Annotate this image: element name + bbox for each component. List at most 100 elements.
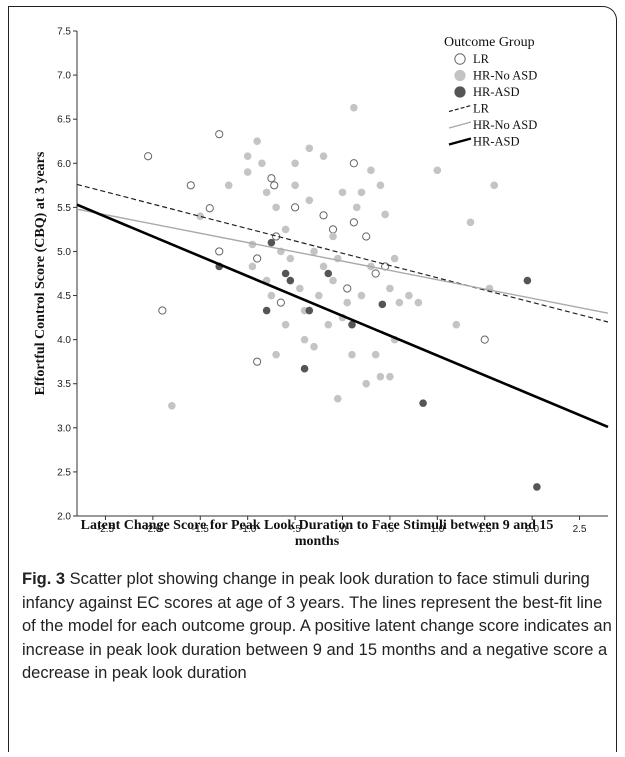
point-hr-no-asd bbox=[352, 203, 361, 212]
point-hr-no-asd bbox=[243, 168, 252, 176]
x-tick-label: -2.0 bbox=[144, 524, 162, 535]
point-lr bbox=[205, 204, 214, 213]
point-hr-no-asd bbox=[395, 298, 404, 307]
legend-label-hr-asd: HR-ASD bbox=[473, 85, 520, 99]
point-hr-asd bbox=[419, 399, 427, 407]
point-hr-no-asd bbox=[262, 188, 271, 197]
point-lr bbox=[276, 298, 285, 307]
y-tick-label: 6.0 bbox=[57, 159, 71, 170]
y-axis-label: Effortful Control Score (CBQ) at 3 years bbox=[33, 151, 48, 395]
point-lr bbox=[371, 269, 380, 278]
point-hr-no-asd bbox=[310, 247, 318, 256]
point-hr-no-asd bbox=[414, 298, 423, 307]
legend-line-label-hr-asd: HR-ASD bbox=[473, 135, 520, 149]
x-tick-label: .0 bbox=[338, 524, 347, 535]
point-hr-no-asd bbox=[319, 262, 328, 271]
point-hr-no-asd bbox=[248, 262, 257, 271]
point-hr-asd bbox=[300, 364, 309, 373]
legend-line-hr-no-asd bbox=[448, 121, 472, 129]
x-axis-label: Latent Change Score for Peak Look Durati… bbox=[80, 518, 554, 549]
point-lr bbox=[290, 203, 300, 212]
point-hr-no-asd bbox=[272, 203, 280, 212]
figure-frame bbox=[8, 6, 617, 752]
legend-title: Outcome Group bbox=[444, 35, 535, 50]
point-hr-asd bbox=[281, 269, 290, 278]
point-hr-no-asd bbox=[357, 188, 366, 197]
point-hr-no-asd bbox=[314, 291, 323, 300]
point-hr-no-asd bbox=[386, 284, 394, 293]
point-hr-no-asd bbox=[305, 144, 314, 153]
point-lr bbox=[328, 225, 338, 234]
point-hr-no-asd bbox=[296, 284, 304, 293]
point-lr bbox=[186, 181, 195, 190]
legend-line-lr bbox=[448, 104, 472, 113]
y-tick-label: 7.0 bbox=[57, 71, 71, 82]
caption-label: Fig. 3 bbox=[22, 570, 66, 588]
point-hr-no-asd bbox=[376, 181, 385, 190]
point-lr bbox=[253, 254, 262, 263]
point-hr-asd bbox=[523, 276, 532, 285]
fit-line-lr bbox=[76, 183, 609, 323]
x-tick-label: 1.0 bbox=[430, 524, 444, 535]
legend-line-label-lr: LR bbox=[473, 102, 490, 116]
point-hr-no-asd bbox=[300, 335, 309, 344]
point-hr-no-asd bbox=[433, 166, 442, 175]
fit-line-hr-asd bbox=[76, 203, 609, 429]
x-tick-label: -1.0 bbox=[239, 524, 257, 535]
point-hr-no-asd bbox=[338, 188, 347, 197]
point-hr-no-asd bbox=[196, 212, 205, 220]
legend-marker-hr-asd bbox=[454, 86, 466, 98]
y-tick-label: 7.5 bbox=[57, 27, 71, 38]
point-hr-no-asd bbox=[310, 342, 318, 351]
x-tick-label: 2.5 bbox=[573, 524, 587, 535]
point-hr-no-asd bbox=[281, 225, 290, 234]
point-hr-no-asd bbox=[343, 298, 352, 307]
point-hr-no-asd bbox=[490, 181, 499, 190]
point-hr-no-asd bbox=[367, 166, 375, 175]
point-hr-no-asd bbox=[386, 372, 394, 381]
point-lr bbox=[349, 218, 358, 227]
caption-text: Scatter plot showing change in peak look… bbox=[22, 570, 612, 682]
point-hr-no-asd bbox=[291, 159, 299, 168]
fit-line-hr-no-asd bbox=[76, 208, 609, 314]
point-lr bbox=[158, 306, 167, 315]
point-lr bbox=[253, 357, 262, 366]
point-hr-no-asd bbox=[350, 103, 358, 112]
scatter-chart: 2.0 2.5 3.0 3.5 4.0 4.5 5.0 5.5 6.0 6.5 7.0 7.5 -2.5… bbox=[33, 27, 609, 535]
point-hr-no-asd bbox=[281, 320, 290, 329]
point-hr-no-asd bbox=[267, 291, 276, 300]
point-hr-no-asd bbox=[258, 159, 266, 168]
point-hr-no-asd bbox=[371, 350, 380, 359]
point-hr-asd bbox=[533, 483, 541, 491]
point-hr-no-asd bbox=[376, 372, 385, 381]
figure-caption: Fig. 3 Scatter plot showing change in pe… bbox=[22, 568, 612, 686]
point-lr bbox=[319, 211, 328, 220]
point-hr-asd bbox=[262, 306, 271, 315]
x-tick-label: .5 bbox=[386, 524, 395, 535]
point-lr bbox=[270, 181, 279, 190]
point-hr-no-asd bbox=[357, 291, 366, 300]
legend: Outcome Group LR HR-No ASD HR-ASD LR HR-No AS… bbox=[444, 35, 537, 149]
point-hr-asd bbox=[286, 276, 295, 285]
x-tick-label: -.5 bbox=[289, 524, 301, 535]
legend-marker-lr bbox=[454, 53, 466, 65]
plot-area: 2.0 2.5 3.0 3.5 4.0 4.5 5.0 5.5 6.0 6.5 7.0 7.5 -2.5… bbox=[33, 27, 609, 535]
x-tick-label: -1.5 bbox=[192, 524, 210, 535]
point-hr-no-asd bbox=[329, 276, 337, 285]
x-tick-label: 2.0 bbox=[525, 524, 539, 535]
y-tick-label: 4.0 bbox=[57, 335, 71, 346]
point-hr-no-asd bbox=[329, 232, 337, 241]
point-hr-no-asd bbox=[319, 152, 328, 161]
y-tick-label: 6.5 bbox=[57, 115, 71, 126]
point-hr-no-asd bbox=[272, 350, 280, 359]
legend-marker-hr-no-asd bbox=[454, 69, 466, 82]
legend-line-label-hr-no-asd: HR-No ASD bbox=[473, 118, 537, 132]
point-hr-asd bbox=[305, 306, 314, 315]
point-hr-asd bbox=[378, 300, 387, 309]
y-tick-label: 3.5 bbox=[57, 379, 71, 390]
y-tick-label: 5.5 bbox=[57, 203, 71, 214]
point-hr-no-asd bbox=[305, 196, 314, 205]
legend-label-hr-no-asd: HR-No ASD bbox=[473, 69, 537, 83]
point-hr-no-asd bbox=[405, 291, 413, 300]
y-tick-label: 2.0 bbox=[57, 512, 71, 523]
